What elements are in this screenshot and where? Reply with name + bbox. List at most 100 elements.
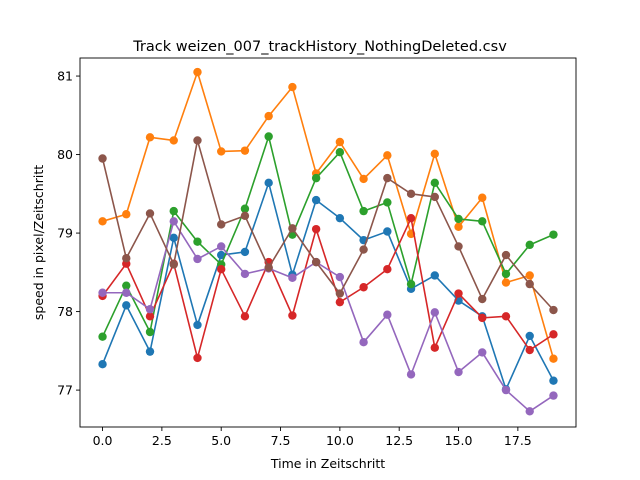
series-line: [101, 217, 554, 359]
y-axis: 77 78 79 80 81: [57, 69, 80, 398]
data-point: [501, 278, 511, 287]
data-point: [478, 348, 487, 357]
data-point: [264, 178, 273, 188]
data-point: [525, 331, 534, 341]
data-point: [501, 250, 511, 260]
data-point: [406, 370, 416, 379]
data-point: [311, 224, 321, 234]
data-point: [193, 254, 202, 264]
data-point: [549, 391, 558, 400]
data-point: [501, 269, 511, 279]
data-point: [383, 264, 392, 274]
data-point: [240, 204, 250, 213]
data-point: [311, 195, 321, 205]
data-point: [335, 137, 345, 147]
x-tick-label: 5.0: [211, 433, 231, 448]
data-point: [288, 224, 297, 233]
series-layer: [98, 67, 558, 416]
data-point: [525, 279, 534, 289]
data-point: [98, 332, 107, 341]
data-point: [406, 279, 416, 289]
x-axis: 0.0 2.5 5.0 7.5 10.0 12.5 15.0 17.5: [93, 427, 532, 448]
series-line: [102, 220, 554, 413]
data-point: [430, 192, 439, 202]
series-line: [102, 71, 555, 359]
data-point: [359, 283, 368, 292]
y-axis-label: speed in pixel/Zeitschritt: [31, 165, 46, 320]
data-point: [359, 338, 368, 347]
data-point: [240, 146, 250, 155]
data-point: [240, 269, 250, 279]
x-tick-label: 12.5: [385, 433, 413, 448]
data-point: [335, 148, 345, 157]
data-point: [98, 288, 107, 297]
data-point: [335, 213, 345, 223]
data-point: [169, 233, 178, 242]
data-point: [525, 240, 534, 250]
data-point: [288, 273, 297, 283]
series-2: [98, 67, 558, 363]
y-tick-label: 78: [57, 304, 73, 319]
data-point: [169, 136, 178, 145]
data-point: [549, 376, 558, 385]
x-tick-label: 7.5: [271, 433, 291, 448]
data-point: [549, 230, 558, 239]
data-point: [122, 281, 131, 290]
data-point: [98, 217, 107, 226]
plot-frame: [79, 57, 577, 428]
y-tick-label: 79: [57, 226, 73, 241]
data-point: [145, 209, 155, 218]
data-point: [217, 220, 226, 229]
data-point: [264, 263, 273, 272]
data-point: [169, 206, 178, 216]
data-point: [430, 343, 439, 352]
data-point: [193, 67, 202, 77]
data-point: [217, 242, 226, 251]
data-point: [145, 312, 155, 321]
data-point: [193, 353, 202, 363]
series-line: [101, 139, 555, 311]
data-point: [406, 189, 416, 199]
x-tick-label: 2.5: [152, 433, 172, 448]
data-point: [454, 289, 463, 298]
data-point: [217, 264, 226, 274]
series-6: [98, 136, 558, 315]
data-point: [430, 178, 439, 188]
data-point: [264, 132, 273, 141]
data-point: [383, 151, 392, 160]
series-3: [98, 132, 558, 341]
x-tick-label: 10.0: [326, 433, 354, 448]
data-point: [122, 254, 131, 263]
data-point: [311, 173, 321, 183]
data-point: [311, 257, 321, 267]
data-point: [525, 271, 534, 280]
data-point: [383, 198, 392, 207]
data-point: [145, 327, 155, 337]
data-point: [454, 222, 463, 231]
data-point: [383, 173, 392, 183]
data-point: [288, 82, 297, 92]
data-point: [122, 210, 131, 219]
data-point: [169, 217, 178, 226]
data-point: [335, 272, 345, 282]
data-point: [288, 311, 297, 320]
data-point: [501, 312, 511, 321]
data-point: [193, 320, 202, 330]
data-point: [122, 288, 131, 297]
data-point: [383, 227, 392, 236]
data-point: [217, 250, 226, 260]
data-point: [217, 147, 226, 156]
data-point: [478, 217, 487, 226]
data-point: [549, 305, 558, 315]
data-point: [145, 133, 155, 142]
data-point: [335, 297, 345, 307]
data-point: [193, 136, 202, 145]
y-tick-label: 80: [57, 147, 73, 162]
data-point: [478, 294, 487, 304]
data-point: [169, 260, 178, 269]
series-5: [98, 217, 558, 416]
data-point: [240, 312, 250, 321]
data-point: [359, 206, 368, 216]
data-point: [98, 154, 107, 163]
data-point: [145, 305, 155, 314]
